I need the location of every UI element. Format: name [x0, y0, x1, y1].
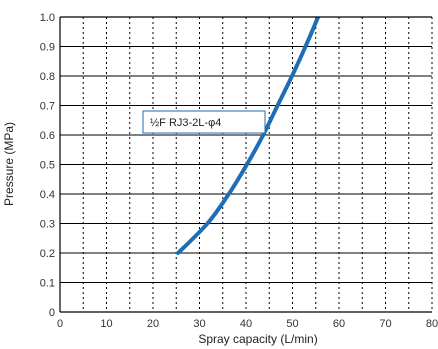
y-tick-labels: 0 0.1 0.2 0.3 0.4 0.5 0.6 0.7 0.8 0.9 1.0	[40, 12, 55, 319]
y-tick-label: 0.9	[40, 42, 55, 54]
y-tick-label: 0.2	[40, 248, 55, 260]
y-tick-label: 0.5	[40, 160, 55, 172]
x-tick-labels: 0 10 20 30 40 50 60 70 80	[57, 318, 438, 330]
legend-label: ½F RJ3-2L-φ4	[150, 117, 221, 129]
x-tick-label: 40	[240, 318, 252, 330]
y-tick-label: 0.8	[40, 71, 55, 83]
vertical-grid	[82, 17, 433, 312]
x-tick-label: 30	[193, 318, 205, 330]
y-axis-title: Pressure (MPa)	[2, 122, 16, 206]
y-tick-label: 0.3	[40, 219, 55, 231]
x-tick-label: 20	[147, 318, 159, 330]
series-line	[176, 17, 321, 255]
x-tick-label: 60	[333, 318, 345, 330]
x-tick-label: 50	[286, 318, 298, 330]
x-tick-label: 10	[100, 318, 112, 330]
y-tick-label: 0.4	[40, 189, 55, 201]
legend-frame	[142, 110, 266, 134]
y-tick-label: 1.0	[40, 12, 55, 24]
y-tick-label: 0.1	[40, 278, 55, 290]
x-tick-label: 80	[426, 318, 438, 330]
x-axis-title: Spray capacity (L/min)	[198, 332, 317, 346]
x-tick-label: 0	[57, 318, 63, 330]
y-tick-label: 0	[49, 307, 55, 319]
y-tick-label: 0.7	[40, 101, 55, 113]
x-tick-label: 70	[379, 318, 391, 330]
legend-box: ½F RJ3-2L-φ4	[142, 110, 266, 134]
y-tick-label: 0.6	[40, 130, 55, 142]
